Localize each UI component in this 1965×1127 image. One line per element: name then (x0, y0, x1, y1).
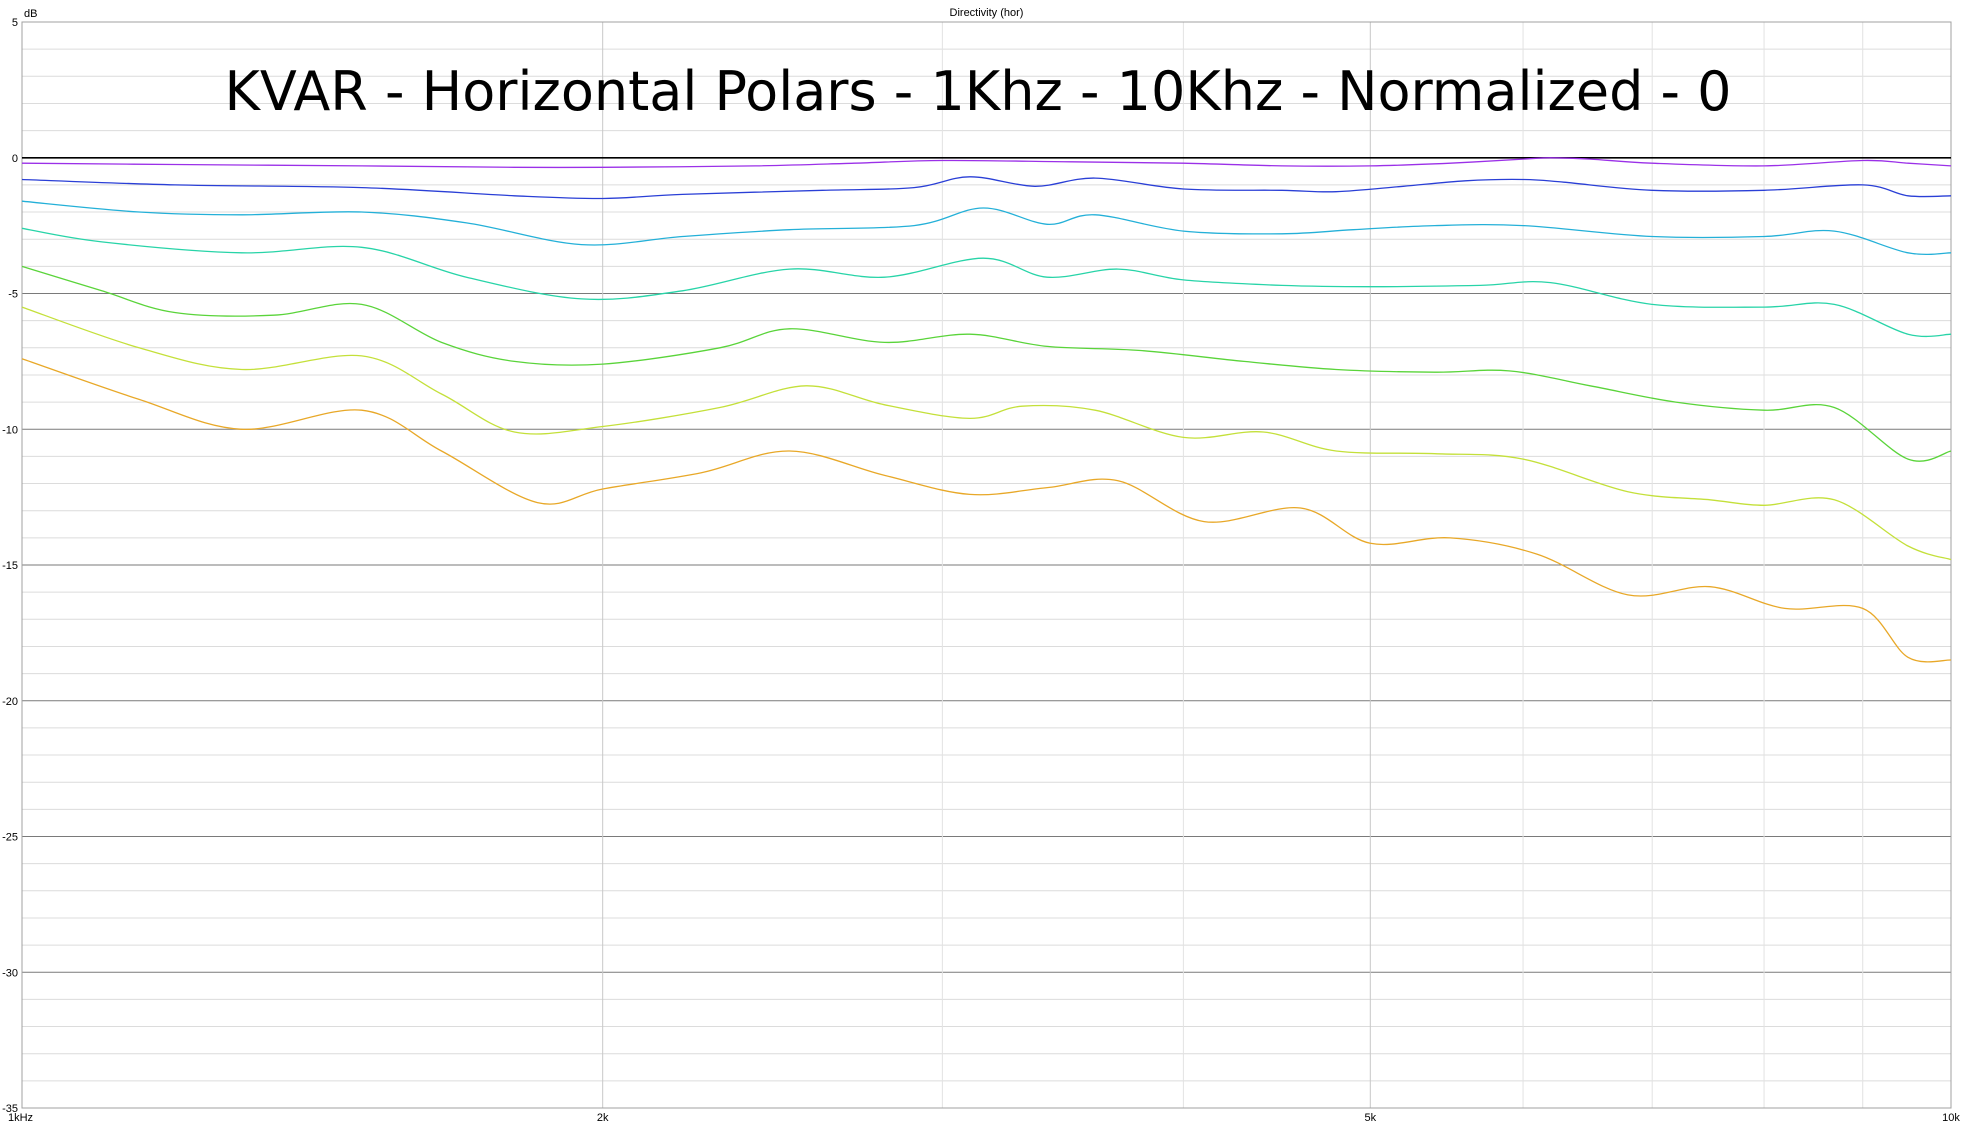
x-tick-label: 1kHz (8, 1112, 33, 1124)
y-tick-label: -10 (2, 424, 18, 436)
series-line-6 (21, 306, 1952, 561)
y-tick-label: -20 (2, 696, 18, 708)
y-tick-label: 5 (12, 17, 18, 29)
series-group (21, 156, 1952, 663)
y-tick-label: -15 (2, 560, 18, 572)
grid (21, 21, 1952, 1109)
y-tick-label: -5 (8, 289, 18, 301)
y-tick-label: -35 (2, 1103, 18, 1115)
y-axis-unit: dB (24, 8, 37, 20)
chart-annotation: KVAR - Horizontal Polars - 1Khz - 10Khz … (224, 60, 1731, 123)
y-tick-label: -25 (2, 832, 18, 844)
series-line-1 (21, 157, 1952, 169)
y-tick-label: -30 (2, 967, 18, 979)
series-line-2 (21, 176, 1952, 200)
series-line-7 (21, 358, 1952, 663)
x-tick-label: 2k (597, 1112, 609, 1124)
x-tick-label: 5k (1365, 1112, 1377, 1124)
plot-frame (21, 21, 1952, 1109)
y-tick-label: 0 (12, 153, 18, 165)
chart-title: Directivity (hor) (950, 7, 1024, 19)
series-line-5 (21, 265, 1952, 462)
series-line-3 (21, 200, 1952, 256)
series-line-4 (21, 227, 1952, 338)
x-tick-label: 10k (1942, 1112, 1960, 1124)
